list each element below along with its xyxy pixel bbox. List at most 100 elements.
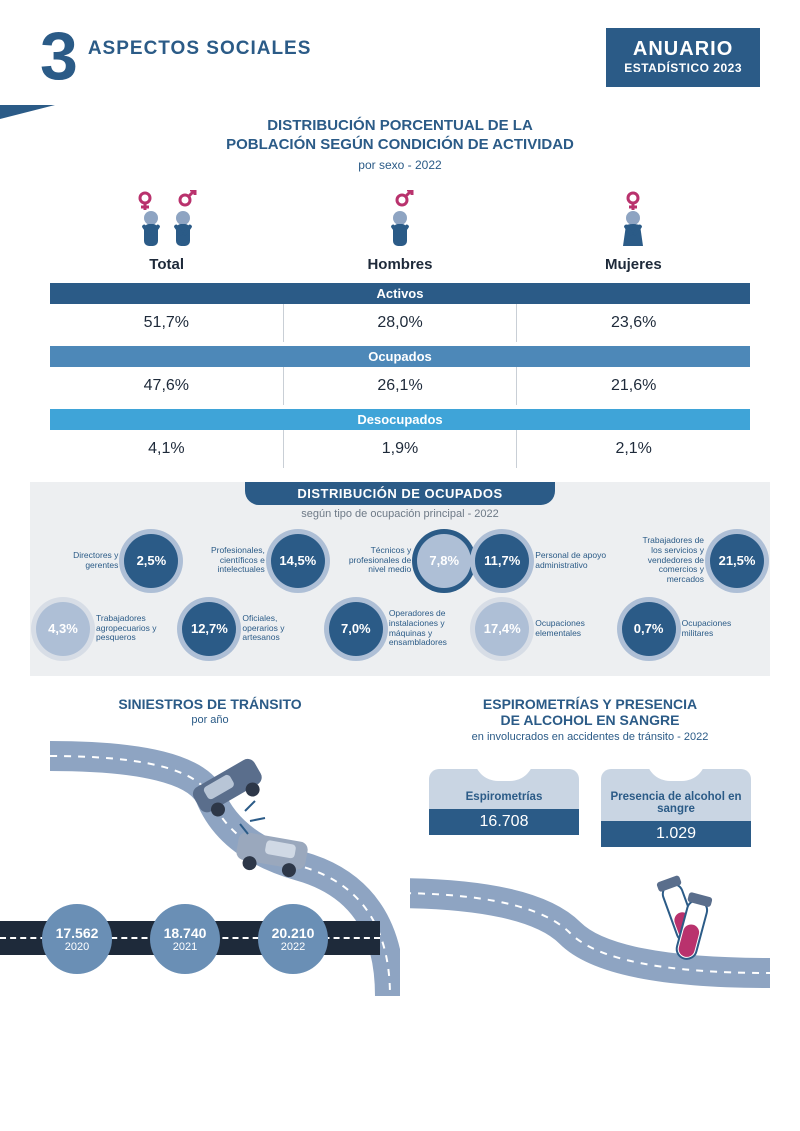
occupation-item: 0,7% Ocupaciones militares: [622, 602, 764, 656]
alcohol-illustration: [410, 853, 770, 993]
man-icon: [375, 190, 425, 250]
occupation-row-2: 4,3%Trabajadores agropecuarios y pesquer…: [30, 588, 770, 656]
traffic-value: 18.740: [164, 925, 207, 941]
alcohol-box-value: 16.708: [429, 809, 579, 835]
alcohol-box-value: 1.029: [601, 821, 751, 847]
gender-figures-row: Total Hombres: [50, 190, 750, 273]
occupation-value-circle: 7,8%: [417, 534, 471, 588]
section1-title-line1: DISTRIBUCIÓN PORCENTUAL DE LA: [0, 117, 800, 136]
activity-table: Activos51,7%28,0%23,6%Ocupados47,6%26,1%…: [0, 283, 800, 468]
occupation-label: Trabajadores agropecuarios y pesqueros: [96, 614, 168, 643]
figure-total: Total: [50, 190, 283, 273]
header-left: 3 ASPECTOS SOCIALES: [40, 28, 311, 86]
occupation-item: 2,5% Directores y gerentes: [36, 534, 178, 588]
occupation-item: 11,7% Personal de apoyo administrativo: [475, 534, 617, 588]
occupation-value-circle: 11,7%: [475, 534, 529, 588]
woman-icon: [608, 190, 658, 250]
stat-cell: 23,6%: [517, 304, 750, 342]
stat-cell: 21,6%: [517, 367, 750, 405]
occupation-item: 12,7%Oficiales, operarios y artesanos: [182, 602, 324, 656]
page-header: 3 ASPECTOS SOCIALES ANUARIO ESTADÍSTICO …: [0, 0, 800, 87]
alcohol-subtitle: en involucrados en accidentes de tránsit…: [410, 731, 770, 743]
occupation-value-circle: 17,4%: [475, 602, 529, 656]
occupation-value-circle: 7,0%: [329, 602, 383, 656]
stat-bar-label: Ocupados: [50, 346, 750, 367]
section1-subtitle: por sexo - 2022: [0, 158, 800, 172]
stat-cell: 2,1%: [517, 430, 750, 468]
alcohol-box: Presencia de alcohol en sangre1.029: [601, 769, 751, 847]
occupation-label: Operadores de instalaciones y máquinas y…: [389, 609, 461, 648]
stat-block: Activos51,7%28,0%23,6%: [50, 283, 750, 342]
stat-row: 47,6%26,1%21,6%: [50, 367, 750, 405]
alcohol-box-label: Espirometrías: [429, 769, 579, 809]
occupation-subtitle: según tipo de ocupación principal - 2022: [30, 508, 770, 520]
occupation-item: 4,3%Trabajadores agropecuarios y pesquer…: [36, 602, 178, 656]
occupation-value-circle: 21,5%: [710, 534, 764, 588]
occupation-label: Trabajadores de los servicios y vendedor…: [632, 536, 704, 585]
header-ribbon: [0, 105, 55, 119]
chapter-title: ASPECTOS SOCIALES: [88, 38, 312, 60]
traffic-subtitle: por año: [30, 714, 390, 726]
people-icon: [125, 190, 209, 250]
occupation-label: Directores y gerentes: [46, 551, 118, 571]
stat-bar-label: Activos: [50, 283, 750, 304]
alcohol-panel: ESPIROMETRÍAS Y PRESENCIA DE ALCOHOL EN …: [410, 696, 770, 997]
figure-men: Hombres: [283, 190, 516, 273]
road-illustration: 17.5622020 18.7402021 20.2102022: [30, 736, 390, 996]
stat-cell: 1,9%: [284, 430, 518, 468]
occupation-value-circle: 0,7%: [622, 602, 676, 656]
traffic-value: 20.210: [272, 925, 315, 941]
figure-women: Mujeres: [517, 190, 750, 273]
traffic-year: 2022: [281, 941, 305, 953]
stat-cell: 47,6%: [50, 367, 284, 405]
occupation-item: 21,5%Trabajadores de los servicios y ven…: [622, 534, 764, 588]
stat-block: Ocupados47,6%26,1%21,6%: [50, 346, 750, 405]
bottom-section: SINIESTROS DE TRÁNSITO por año: [0, 676, 800, 997]
occupation-value-circle: 14,5%: [271, 534, 325, 588]
traffic-accidents-panel: SINIESTROS DE TRÁNSITO por año: [30, 696, 390, 997]
occupation-label: Ocupaciones militares: [682, 619, 754, 639]
traffic-year: 2020: [65, 941, 89, 953]
alcohol-title-2: DE ALCOHOL EN SANGRE: [410, 712, 770, 729]
stat-bar-label: Desocupados: [50, 409, 750, 430]
traffic-year-bubble: 18.7402021: [150, 904, 220, 974]
occupation-label: Técnicos y profesionales de nivel medio: [339, 546, 411, 575]
traffic-year-bubble: 20.2102022: [258, 904, 328, 974]
occupation-value-circle: 12,7%: [182, 602, 236, 656]
occupation-item: 17,4% Ocupaciones elementales: [475, 602, 617, 656]
alcohol-box-label: Presencia de alcohol en sangre: [601, 769, 751, 821]
header-right: ANUARIO ESTADÍSTICO 2023: [606, 28, 760, 87]
occupation-value-circle: 2,5%: [124, 534, 178, 588]
occupation-item: 7,0%Operadores de instalaciones y máquin…: [329, 602, 471, 656]
stat-cell: 26,1%: [284, 367, 518, 405]
occupation-label: Ocupaciones elementales: [535, 619, 607, 639]
col-label-men: Hombres: [367, 256, 432, 273]
alcohol-title-1: ESPIROMETRÍAS Y PRESENCIA: [410, 696, 770, 713]
stat-row: 4,1%1,9%2,1%: [50, 430, 750, 468]
occupation-label: Personal de apoyo administrativo: [535, 551, 607, 571]
col-label-total: Total: [149, 256, 184, 273]
stat-row: 51,7%28,0%23,6%: [50, 304, 750, 342]
occupation-item: 7,8%Técnicos y profesionales de nivel me…: [329, 534, 471, 588]
occupation-item: 14,5%Profesionales, científicos e intele…: [182, 534, 324, 588]
occupation-value-circle: 4,3%: [36, 602, 90, 656]
chapter-number: 3: [40, 28, 78, 86]
occupation-row-1: 2,5% Directores y gerentes 14,5%Profesiona…: [30, 520, 770, 588]
traffic-title: SINIESTROS DE TRÁNSITO: [30, 696, 390, 713]
col-label-women: Mujeres: [605, 256, 662, 273]
stat-block: Desocupados4,1%1,9%2,1%: [50, 409, 750, 468]
stat-cell: 4,1%: [50, 430, 284, 468]
badge-line2: ESTADÍSTICO 2023: [624, 61, 742, 75]
activity-distribution-section: DISTRIBUCIÓN PORCENTUAL DE LA POBLACIÓN …: [0, 117, 800, 468]
yearbook-badge: ANUARIO ESTADÍSTICO 2023: [606, 28, 760, 87]
alcohol-box: Espirometrías16.708: [429, 769, 579, 847]
occupation-distribution-section: DISTRIBUCIÓN DE OCUPADOS según tipo de o…: [30, 482, 770, 676]
traffic-year-bubble: 17.5622020: [42, 904, 112, 974]
badge-line1: ANUARIO: [624, 38, 742, 61]
alcohol-value-boxes: Espirometrías16.708 Presencia de alcohol …: [410, 769, 770, 847]
occupation-label: Profesionales, científicos e intelectual…: [193, 546, 265, 575]
stat-cell: 51,7%: [50, 304, 284, 342]
section1-title-line2: POBLACIÓN SEGÚN CONDICIÓN DE ACTIVIDAD: [0, 136, 800, 155]
occupation-label: Oficiales, operarios y artesanos: [242, 614, 314, 643]
occupation-header: DISTRIBUCIÓN DE OCUPADOS: [245, 482, 555, 505]
